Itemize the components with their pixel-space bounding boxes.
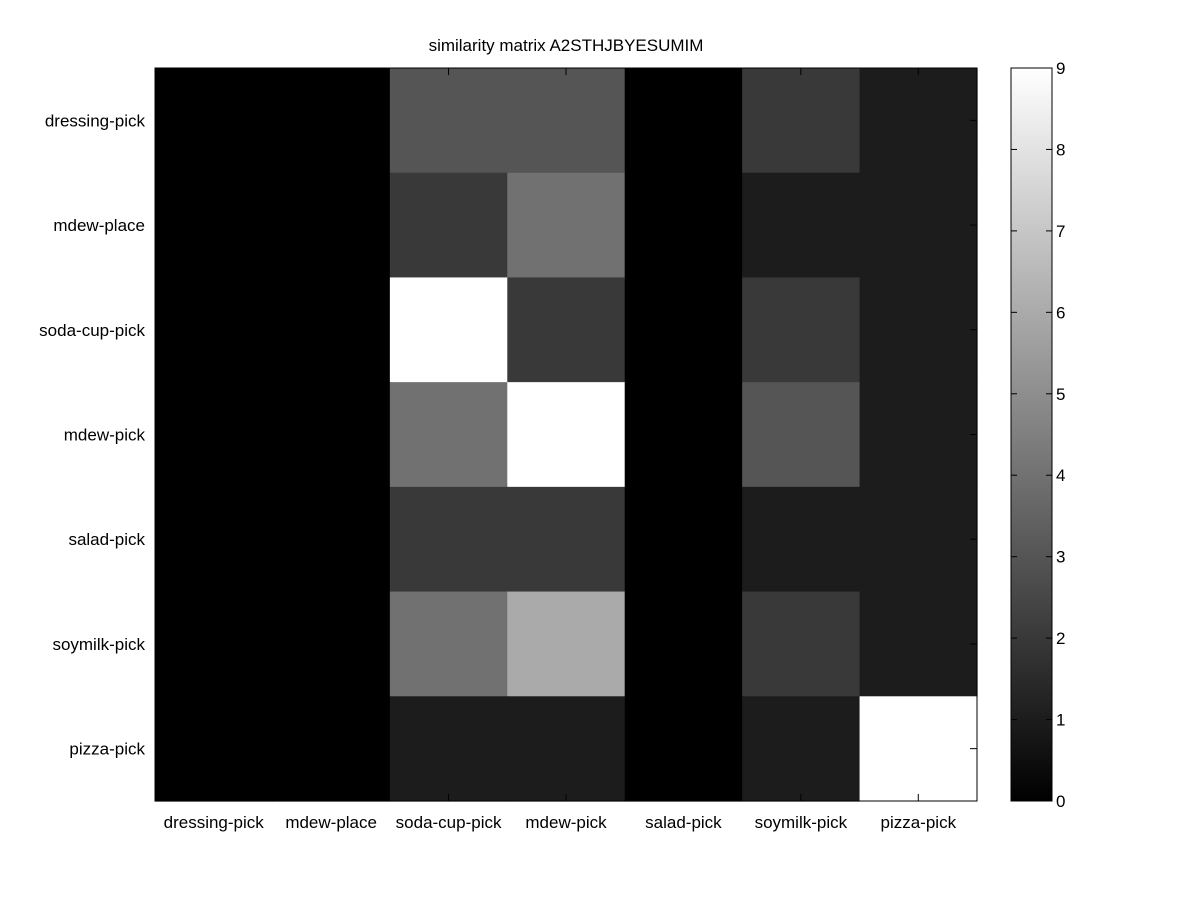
heatmap-cell-r5-c5 — [742, 591, 861, 697]
heatmap-cell-r3-c0 — [155, 382, 274, 488]
heatmap-cell-r0-c3 — [507, 68, 626, 174]
heatmap-cell-r6-c6 — [859, 696, 978, 802]
colorbar-tick-label: 2 — [1056, 629, 1065, 648]
heatmap-cell-r1-c3 — [507, 172, 626, 279]
heatmap-cell-r6-c2 — [389, 696, 508, 802]
heatmap-cell-r2-c5 — [742, 277, 861, 383]
chart-title: similarity matrix A2STHJBYESUMIM — [429, 36, 704, 55]
heatmap-cell-r2-c0 — [155, 277, 274, 383]
heatmap-cell-r0-c1 — [272, 68, 391, 174]
heatmap-cell-r1-c2 — [389, 172, 508, 279]
heatmap-cell-r2-c3 — [507, 277, 626, 383]
heatmap-axes — [154, 67, 978, 802]
row-label: soda-cup-pick — [39, 321, 145, 340]
heatmap-cell-r1-c4 — [624, 172, 743, 279]
heatmap-cell-r6-c4 — [624, 696, 743, 802]
heatmap-cell-r1-c5 — [742, 172, 861, 279]
colorbar-tick-label: 6 — [1056, 303, 1065, 322]
colorbar-tick-label: 0 — [1056, 792, 1065, 811]
heatmap-cell-r0-c6 — [859, 68, 978, 174]
heatmap-cell-r3-c3 — [507, 382, 626, 488]
row-label: mdew-pick — [64, 426, 146, 445]
heatmap-cell-r4-c5 — [742, 486, 861, 593]
heatmap-cell-r5-c4 — [624, 591, 743, 697]
heatmap-cell-r2-c6 — [859, 277, 978, 383]
heatmap-cell-r4-c1 — [272, 486, 391, 593]
column-label: mdew-place — [285, 813, 377, 832]
row-label: mdew-place — [53, 216, 145, 235]
column-label: mdew-pick — [525, 813, 607, 832]
heatmap-cell-r5-c3 — [507, 591, 626, 697]
heatmap-cell-r3-c4 — [624, 382, 743, 488]
colorbar-gradient — [1010, 67, 1053, 802]
heatmap-cell-r3-c5 — [742, 382, 861, 488]
heatmap-cell-r4-c0 — [155, 486, 274, 593]
column-label: dressing-pick — [164, 813, 265, 832]
colorbar-tick-label: 9 — [1056, 59, 1065, 78]
heatmap-cell-r0-c5 — [742, 68, 861, 174]
heatmap-cell-r2-c2 — [389, 277, 508, 383]
heatmap-cell-r2-c4 — [624, 277, 743, 383]
heatmap-cell-r0-c2 — [389, 68, 508, 174]
heatmap-cell-r6-c5 — [742, 696, 861, 802]
heatmap-cell-r5-c1 — [272, 591, 391, 697]
heatmap-cell-r4-c2 — [389, 486, 508, 593]
row-label: dressing-pick — [45, 111, 146, 130]
heatmap-cell-r6-c3 — [507, 696, 626, 802]
heatmap-cell-r6-c0 — [155, 696, 274, 802]
heatmap-cell-r4-c4 — [624, 486, 743, 593]
heatmap-cell-r3-c2 — [389, 382, 508, 488]
heatmap-cell-r5-c0 — [155, 591, 274, 697]
colorbar-tick-label: 4 — [1056, 466, 1065, 485]
heatmap-cell-r0-c0 — [155, 68, 274, 174]
heatmap-cell-r4-c3 — [507, 486, 626, 593]
column-label: soymilk-pick — [755, 813, 848, 832]
colorbar-tick-label: 8 — [1056, 140, 1065, 159]
heatmap-cell-r1-c1 — [272, 172, 391, 279]
column-label: salad-pick — [645, 813, 722, 832]
heatmap-cell-r6-c1 — [272, 696, 391, 802]
colorbar-tick-label: 5 — [1056, 385, 1065, 404]
heatmap-cell-r3-c6 — [859, 382, 978, 488]
row-label: soymilk-pick — [52, 635, 145, 654]
row-labels: dressing-pick mdew-place soda-cup-pick mdew… — [39, 111, 145, 758]
heatmap-cell-r1-c0 — [155, 172, 274, 279]
heatmap-cell-r4-c6 — [859, 486, 978, 593]
heatmap-cell-r3-c1 — [272, 382, 391, 488]
row-label: pizza-pick — [69, 740, 145, 759]
colorbar-tick-label: 3 — [1056, 548, 1065, 567]
heatmap-cell-r5-c2 — [389, 591, 508, 697]
colorbar: 0 1 2 3 4 5 6 7 8 9 — [1010, 59, 1065, 811]
colorbar-tick-label: 1 — [1056, 711, 1065, 730]
column-label: pizza-pick — [880, 813, 956, 832]
heatmap-cell-r1-c6 — [859, 172, 978, 279]
heatmap-cell-r0-c4 — [624, 68, 743, 174]
heatmap-cell-r5-c6 — [859, 591, 978, 697]
row-label: salad-pick — [68, 530, 145, 549]
heatmap-cell-r2-c1 — [272, 277, 391, 383]
heatmap-cells — [155, 68, 978, 802]
column-labels: dressing-pick mdew-place soda-cup-pick mdew… — [164, 813, 957, 832]
column-label: soda-cup-pick — [396, 813, 502, 832]
colorbar-tick-label: 7 — [1056, 222, 1065, 241]
